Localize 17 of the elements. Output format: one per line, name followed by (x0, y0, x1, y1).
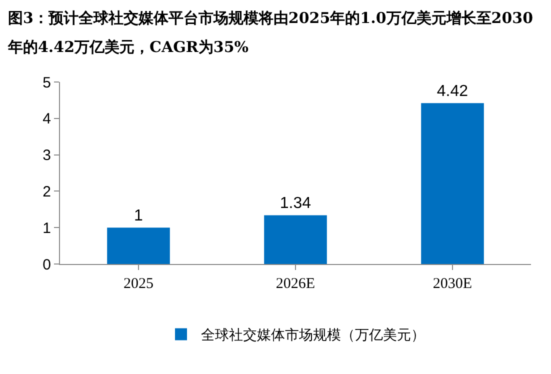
x-tick-label: 2030E (432, 276, 472, 292)
bar (107, 228, 170, 264)
y-tick-label: 3 (42, 147, 51, 164)
y-tick-label: 4 (42, 110, 51, 128)
x-tick-label: 2026E (276, 276, 316, 292)
y-tick-label: 1 (42, 220, 51, 237)
y-tick-label: 0 (42, 256, 51, 274)
y-tick-label: 5 (42, 74, 51, 92)
bar (264, 215, 327, 264)
x-tick-label: 2025 (124, 276, 154, 292)
chart-title: 图3：预计全球社交媒体平台市场规模将由2025年的1.0万亿美元增长至2030年的4.42万亿美元，CAGR为35% (6, 8, 534, 58)
y-tick-label: 2 (42, 183, 51, 200)
data-label: 4.42 (436, 83, 468, 100)
data-label: 1 (134, 208, 143, 225)
legend-label: 全球社交媒体市场规模（万亿美元） (201, 328, 425, 344)
bar (421, 103, 484, 264)
data-label: 1.34 (280, 195, 312, 212)
